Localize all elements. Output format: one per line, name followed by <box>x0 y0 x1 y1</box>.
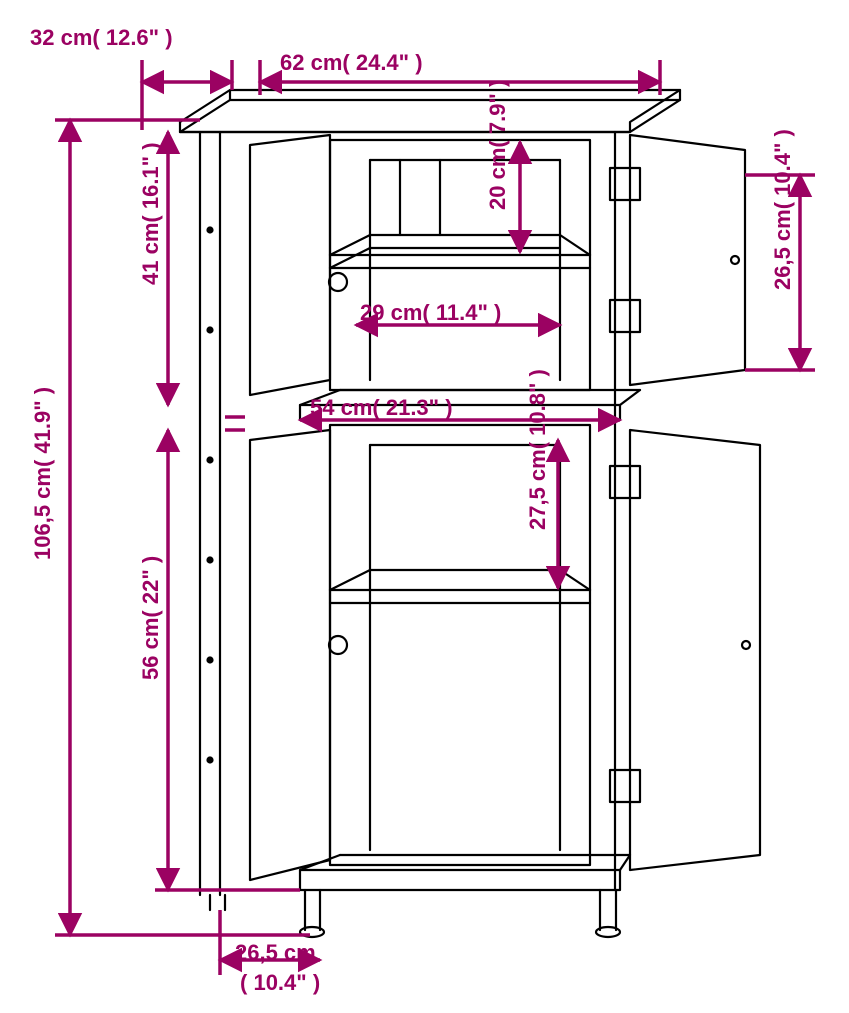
dim-depth: 32 cm( 12.6" ) <box>30 25 173 50</box>
dim-inner-29: 29 cm( 11.4" ) <box>360 300 501 325</box>
dim-foot-265-cm: 26,5 cm <box>235 940 316 965</box>
dim-foot-265-in: ( 10.4" ) <box>240 970 320 995</box>
dim-upper-h: 41 cm( 16.1" ) <box>138 142 163 285</box>
dim-width: 62 cm( 24.4" ) <box>280 50 423 75</box>
dim-height: 106,5 cm( 41.9" ) <box>30 387 55 560</box>
dim-shelf-20: 20 cm( 7.9" ) <box>485 80 510 210</box>
dim-door-265: 26,5 cm( 10.4" ) <box>770 129 795 290</box>
dim-shelf-275: 27,5 cm( 10.8" ) <box>525 369 550 530</box>
dim-lower-h: 56 cm( 22" ) <box>138 556 163 680</box>
dim-inner-54: 54 cm( 21.3" ) <box>310 395 453 420</box>
